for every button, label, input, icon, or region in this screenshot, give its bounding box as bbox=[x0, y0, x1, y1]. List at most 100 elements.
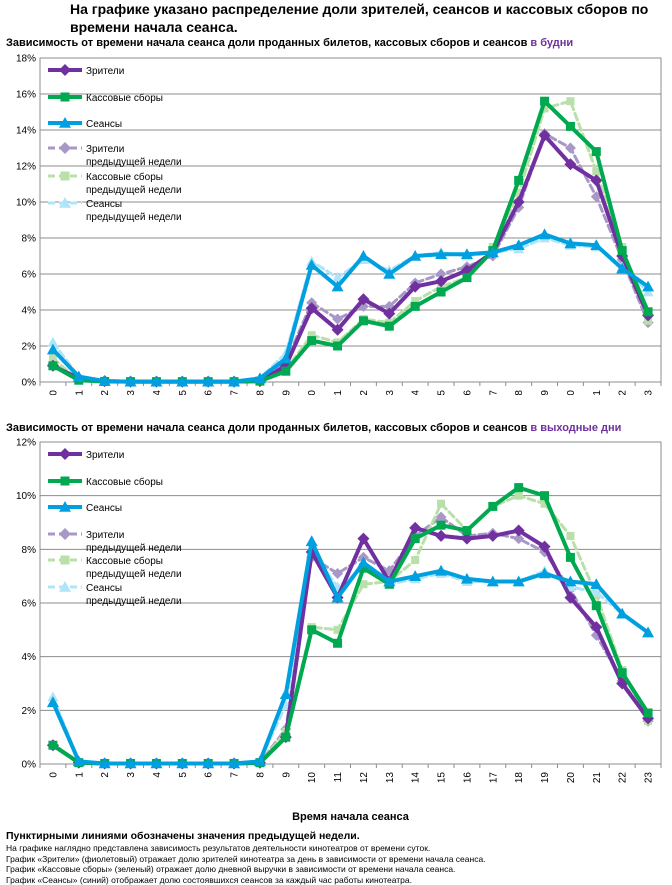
x-tick-label: 3 bbox=[126, 772, 137, 778]
series-сеансы-предыдущей-недели bbox=[47, 232, 654, 387]
x-tick-label: 8 bbox=[255, 390, 266, 395]
data-point bbox=[565, 121, 575, 131]
legend-marker bbox=[59, 197, 71, 208]
legend-marker bbox=[60, 555, 70, 565]
data-point bbox=[305, 259, 318, 270]
x-tick-label: 16 bbox=[462, 390, 473, 395]
data-point bbox=[410, 534, 420, 544]
y-tick-label: 12% bbox=[16, 162, 36, 173]
x-tick-label: 22 bbox=[618, 772, 629, 784]
legend-marker bbox=[59, 142, 71, 154]
data-point bbox=[642, 280, 655, 292]
legend-label-line: предыдущей недели bbox=[86, 569, 182, 580]
chart-weekend: 0%2%4%6%8%10%12%0 1 2 3 4 5 6 7 8 9 10 11 12 13 14 15 16… bbox=[16, 438, 662, 823]
legend-label: Кассовые сборы предыдущей недели bbox=[86, 555, 182, 580]
data-point bbox=[435, 248, 448, 259]
legend-label-line: Сеансы bbox=[86, 503, 122, 514]
data-point bbox=[436, 520, 446, 530]
data-point bbox=[488, 501, 498, 511]
data-point bbox=[617, 246, 627, 256]
legend-marker bbox=[60, 171, 70, 181]
data-point bbox=[566, 531, 575, 540]
data-point bbox=[512, 575, 525, 587]
x-tick-label: 21 bbox=[592, 390, 603, 395]
data-point bbox=[460, 248, 473, 259]
legend-label-line: Зрители bbox=[86, 450, 124, 461]
x-tick-label: 7 bbox=[230, 390, 241, 395]
data-point bbox=[462, 526, 472, 536]
note-line: На графике наглядно представлена зависим… bbox=[6, 843, 431, 853]
x-axis-label: Время начала сеанса bbox=[292, 811, 410, 823]
data-point bbox=[435, 511, 447, 523]
data-point bbox=[514, 491, 523, 500]
data-point bbox=[409, 521, 422, 534]
data-point bbox=[357, 532, 370, 545]
y-tick-label: 8% bbox=[22, 545, 37, 556]
chart-title-text: Зависимость от времени начала сеанса дол… bbox=[6, 422, 528, 434]
data-point bbox=[176, 757, 189, 769]
y-tick-label: 0% bbox=[22, 760, 37, 771]
data-point bbox=[98, 375, 111, 386]
data-point bbox=[411, 297, 420, 305]
y-tick-label: 2% bbox=[22, 706, 37, 717]
data-point bbox=[410, 301, 420, 311]
data-point bbox=[202, 375, 215, 387]
data-point bbox=[383, 575, 396, 587]
y-tick-label: 2% bbox=[22, 342, 37, 353]
data-point bbox=[409, 280, 422, 293]
data-point bbox=[590, 239, 603, 250]
legend-label: Зрители предыдущей недели bbox=[86, 530, 182, 554]
legend-label-line: Кассовые сборы bbox=[86, 555, 163, 567]
legend-label-line: предыдущей недели bbox=[86, 185, 182, 196]
data-point bbox=[150, 375, 163, 387]
data-point bbox=[540, 96, 550, 106]
legend-marker bbox=[59, 581, 71, 592]
page-title: На графике указано распределение доли зр… bbox=[70, 1, 649, 35]
data-point bbox=[72, 370, 85, 382]
legend-marker bbox=[59, 64, 71, 76]
y-tick-label: 6% bbox=[22, 599, 37, 610]
x-tick-label: 7 bbox=[230, 772, 241, 778]
legend-label: Зрители bbox=[86, 66, 124, 77]
legend-label-line: Зрители bbox=[86, 530, 124, 541]
data-point bbox=[590, 174, 603, 187]
data-point bbox=[333, 638, 343, 648]
legend-label-line: Зрители bbox=[86, 144, 124, 155]
data-point bbox=[513, 533, 525, 545]
data-point bbox=[228, 375, 241, 387]
x-tick-label: 5 bbox=[178, 772, 189, 778]
series-зрители bbox=[46, 129, 655, 388]
x-tick-label: 12 bbox=[359, 390, 370, 395]
legend-marker bbox=[59, 117, 71, 128]
data-point bbox=[564, 237, 577, 249]
data-point bbox=[333, 625, 342, 634]
series-line bbox=[51, 494, 650, 765]
x-tick-label: 6 bbox=[204, 772, 215, 778]
data-point bbox=[307, 625, 317, 635]
data-point bbox=[253, 372, 266, 384]
x-tick-label: 11 bbox=[333, 390, 344, 395]
legend-marker bbox=[60, 476, 70, 486]
legend-label: Кассовые сборы bbox=[86, 92, 163, 104]
note-line: График «Сеансы» (синий) отображает долю … bbox=[6, 874, 412, 885]
legend-label-line: предыдущей недели bbox=[86, 543, 182, 554]
x-tick-label: 4 bbox=[152, 772, 163, 778]
x-tick-label: 17 bbox=[488, 772, 499, 784]
data-point bbox=[281, 732, 291, 742]
data-point bbox=[46, 343, 59, 355]
data-point bbox=[643, 708, 653, 718]
data-point bbox=[538, 540, 551, 553]
data-point bbox=[357, 250, 370, 261]
x-tick-label: 22 bbox=[618, 390, 629, 395]
series-line bbox=[50, 485, 651, 766]
data-point bbox=[411, 556, 420, 565]
x-tick-label: 19 bbox=[540, 390, 551, 395]
x-tick-label: 10 bbox=[307, 772, 318, 784]
data-point bbox=[359, 580, 368, 589]
data-point bbox=[383, 307, 396, 320]
x-tick-label: 12 bbox=[359, 772, 370, 784]
legend: Зрители Кассовые сборы Сеансы Зрители предыд… bbox=[48, 448, 182, 607]
data-point bbox=[357, 293, 370, 306]
legend-label-line: Сеансы bbox=[86, 583, 122, 594]
data-point bbox=[538, 129, 551, 142]
